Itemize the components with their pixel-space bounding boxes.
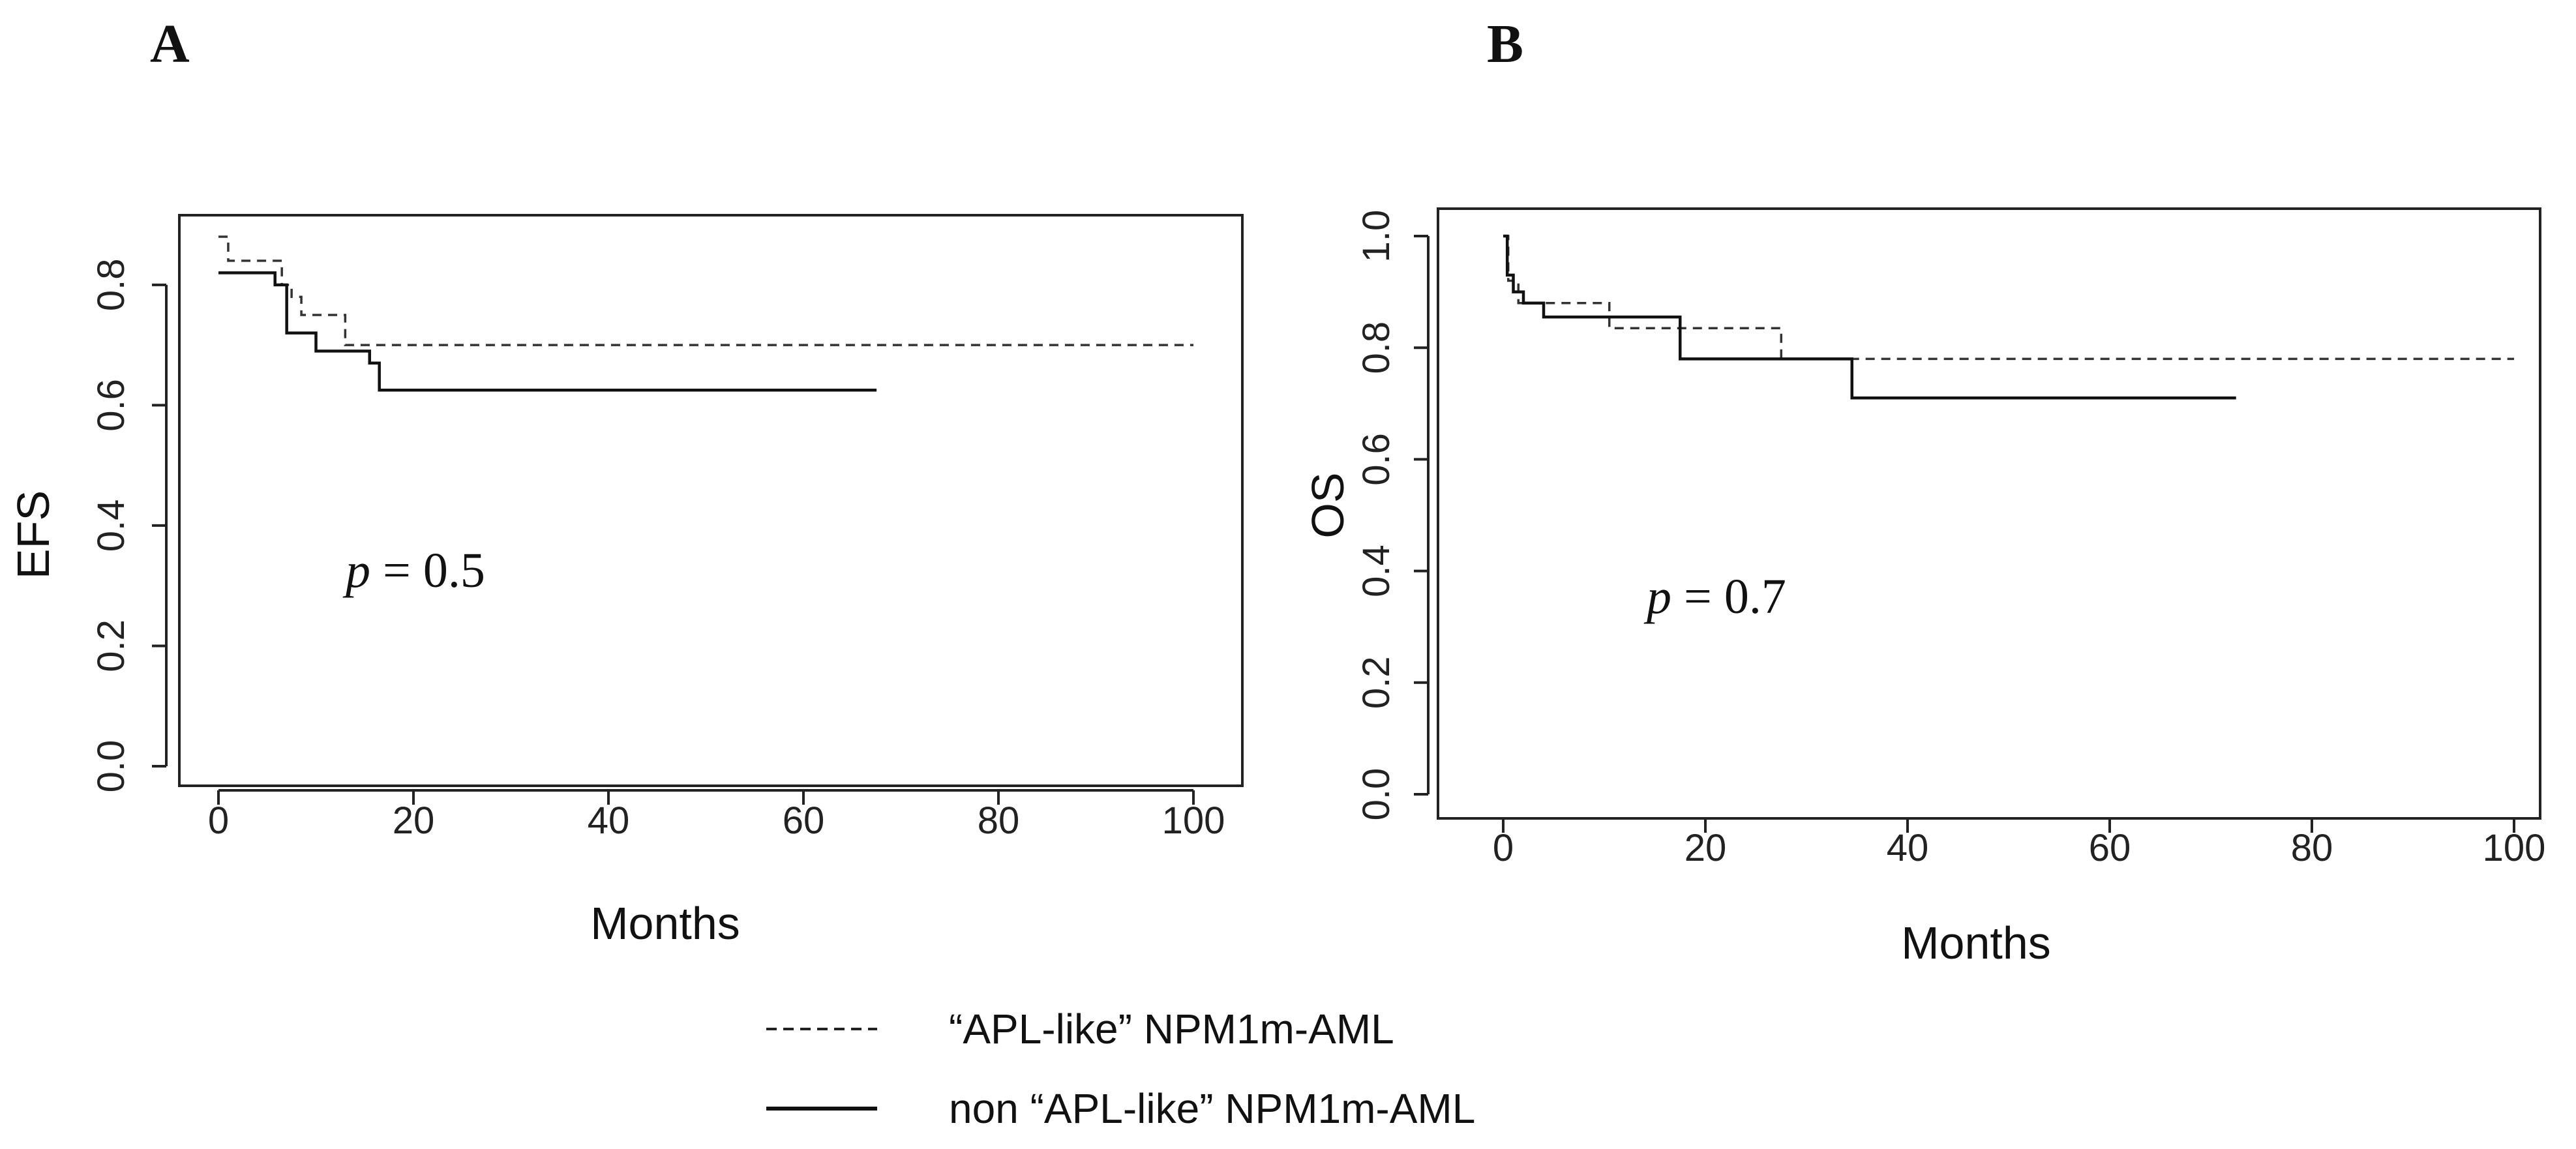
legend-label-apl-like: “APL-like” NPM1m-AML (949, 1006, 1394, 1052)
os-y-tick-label: 0.6 (1355, 433, 1398, 486)
efs-curve-apl-like (218, 235, 1193, 346)
efs-y-tick-label: 0.4 (90, 500, 132, 552)
efs-x-tick-label: 20 (393, 799, 435, 842)
efs-p-value: p = 0.5 (342, 543, 485, 598)
efs-plot: 0 20 40 60 80 100 0.00.20.40.60.8 Months EFS … (8, 214, 1244, 949)
efs-x-axis: 0 20 40 60 80 100 (208, 789, 1225, 842)
os-y-axis-title: OS (1302, 472, 1353, 538)
os-x-tick-label: 60 (2089, 827, 2131, 869)
efs-y-tick-label: 0.6 (90, 379, 132, 432)
os-plot-frame (1437, 207, 2541, 820)
efs-y-tick-label: 0.2 (90, 619, 132, 672)
os-curves (1503, 234, 2514, 400)
os-x-axis-title: Months (1901, 918, 2051, 968)
efs-x-axis-title: Months (590, 898, 740, 949)
efs-p-number: = 0.5 (370, 543, 485, 598)
os-x-tick-label: 40 (1887, 827, 1929, 869)
legend-label-non-apl-like: non “APL-like” NPM1m-AML (949, 1085, 1475, 1132)
efs-x-tick-label: 40 (588, 799, 630, 842)
efs-y-tick-label: 0.0 (90, 740, 132, 793)
os-y-axis: 0.0 0.2 0.4 0.6 0.8 1.0 (1355, 210, 1430, 821)
efs-x-tick-label: 0 (208, 799, 229, 842)
os-y-tick-label: 1.0 (1355, 210, 1398, 263)
efs-y-axis: 0.0 0.2 0.4 0.6 0.8 (90, 258, 168, 793)
efs-curves (218, 235, 1193, 392)
os-y-tick-label: 0.4 (1355, 545, 1398, 597)
os-y-tick-label: 0.8 (1355, 321, 1398, 374)
efs-x-tick-label: 60 (783, 799, 825, 842)
panel-letter-b: B (1487, 14, 1523, 74)
os-plot: 0 20 40 60 80 100 0.0 0.2 0.4 0.6 0.8 1.0 Months O… (1302, 207, 2546, 968)
legend: “APL-like” NPM1m-AML non “APL-like” NPM1… (766, 1006, 1475, 1132)
panel-letter-a: A (150, 14, 190, 74)
os-p-value: p = 0.7 (1643, 569, 1786, 624)
os-p-number: = 0.7 (1671, 569, 1786, 624)
efs-p-symbol: p (342, 543, 370, 598)
os-curve-apl-like (1503, 235, 2514, 361)
os-y-tick-label: 0.0 (1355, 768, 1398, 821)
efs-x-tick-label: 100 (1162, 799, 1225, 842)
os-x-tick-label: 0 (1493, 827, 1514, 869)
os-x-tick-label: 20 (1685, 827, 1727, 869)
efs-y-tick-label: 0.8 (90, 258, 132, 311)
os-x-tick-label: 100 (2483, 827, 2546, 869)
efs-plot-frame (178, 214, 1244, 787)
os-curve-non-apl-like (1503, 234, 2236, 400)
os-p-symbol: p (1643, 569, 1671, 624)
efs-y-axis-title: EFS (8, 490, 59, 579)
efs-x-tick-label: 80 (978, 799, 1020, 842)
os-y-tick-label: 0.2 (1355, 656, 1398, 709)
efs-curve-non-apl-like (218, 271, 877, 392)
os-x-tick-label: 80 (2291, 827, 2333, 869)
os-x-axis: 0 20 40 60 80 100 (1493, 817, 2546, 869)
